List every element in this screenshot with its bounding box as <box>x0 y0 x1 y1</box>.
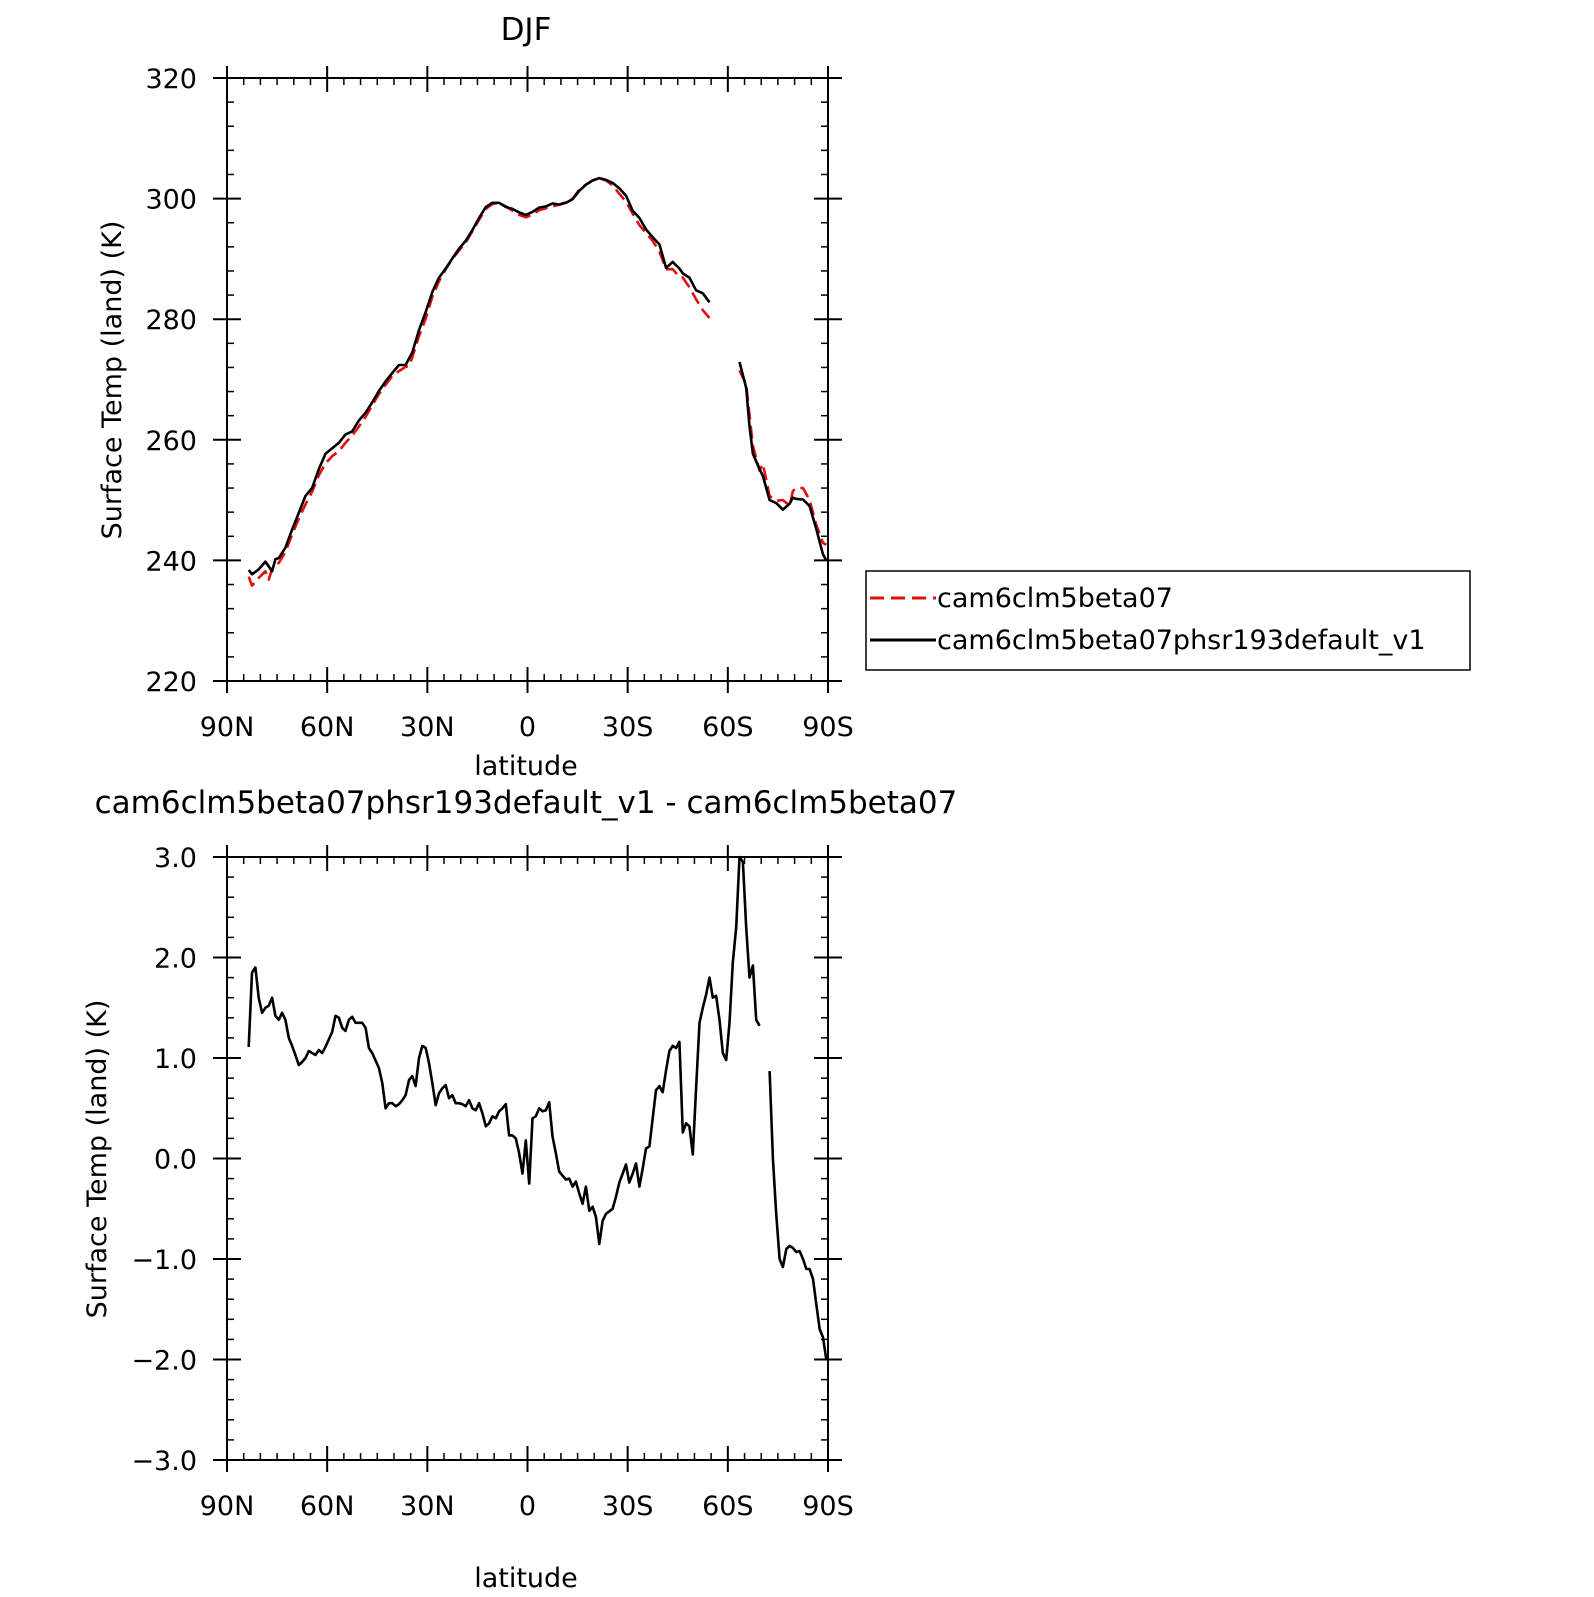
top-y-tick-label: 280 <box>145 305 197 336</box>
bottom-y-tick-label: 2.0 <box>154 944 197 975</box>
top-panel-title: DJF <box>501 12 552 48</box>
top-panel: DJF 90N 60N 30N 0 30S 60S 90S 220 240 260 280 300 32… <box>97 12 1471 782</box>
bottom-panel-title: cam6clm5beta07phsr193default_v1 - cam6cl… <box>95 785 958 821</box>
top-y-tick-label: 220 <box>145 667 197 698</box>
bottom-x-tick-label: 30N <box>400 1491 455 1522</box>
legend-box <box>865 570 1471 671</box>
legend-label-control: cam6clm5beta07 <box>937 583 1173 614</box>
top-x-tick-label: 0 <box>519 712 536 743</box>
bottom-x-tick-label: 60N <box>300 1491 355 1522</box>
legend-label-test: cam6clm5beta07phsr193default_v1 <box>937 625 1426 656</box>
bottom-series-0-line <box>768 1071 828 1360</box>
top-x-tick-label: 90N <box>200 712 255 743</box>
top-y-tick-label: 300 <box>145 185 197 216</box>
bottom-x-tick-label: 90N <box>200 1491 255 1522</box>
top-y-tick-label: 240 <box>145 546 197 577</box>
bottom-x-tick-label: 30S <box>602 1491 654 1522</box>
top-x-axis-title: latitude <box>474 751 578 782</box>
top-series-1-line <box>247 176 711 576</box>
bottom-panel: cam6clm5beta07phsr193default_v1 - cam6cl… <box>82 785 957 1594</box>
bottom-x-axis-title: latitude <box>474 1563 578 1594</box>
top-y-axis-title: Surface Temp (land) (K) <box>97 221 128 540</box>
bottom-y-tick-label: 0.0 <box>154 1145 197 1176</box>
bottom-y-tick-label: −3.0 <box>131 1446 197 1477</box>
bottom-x-tick-label: 60S <box>702 1491 754 1522</box>
bottom-y-tick-label: −1.0 <box>131 1245 197 1276</box>
bottom-plot-area: 90N 60N 30N 0 30S 60S 90S −3.0 −2.0 −1.0 0.0 1.0 2.0… <box>131 843 853 1522</box>
top-plot-area: 90N 60N 30N 0 30S 60S 90S 220 240 260 280 300 320 <box>145 64 853 743</box>
bottom-x-tick-label: 0 <box>519 1491 536 1522</box>
bottom-y-tick-label: −2.0 <box>131 1346 197 1377</box>
top-plot-frame <box>226 77 829 682</box>
bottom-series-0-line <box>247 855 761 1246</box>
top-series-1-line <box>738 361 828 562</box>
legend: cam6clm5beta07 cam6clm5beta07phsr193defa… <box>865 570 1471 671</box>
top-x-tick-label: 30S <box>602 712 654 743</box>
top-series-0-line <box>247 176 711 587</box>
bottom-x-tick-label: 90S <box>802 1491 854 1522</box>
top-x-tick-label: 60S <box>702 712 754 743</box>
top-x-tick-label: 90S <box>802 712 854 743</box>
top-y-tick-label: 260 <box>145 426 197 457</box>
top-x-tick-label: 60N <box>300 712 355 743</box>
bottom-y-tick-label: 3.0 <box>154 843 197 874</box>
bottom-y-axis-title: Surface Temp (land) (K) <box>82 1000 113 1319</box>
top-x-tick-label: 30N <box>400 712 455 743</box>
bottom-y-tick-label: 1.0 <box>154 1044 197 1075</box>
top-y-tick-label: 320 <box>145 64 197 95</box>
